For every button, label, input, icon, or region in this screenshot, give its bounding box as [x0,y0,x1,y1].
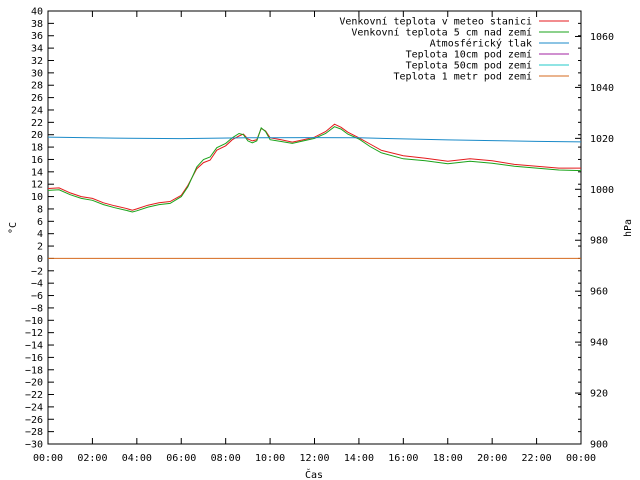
left-tick-label: −24 [25,402,43,413]
x-tick-label: 14:00 [344,453,374,464]
x-tick-label: 06:00 [166,453,196,464]
legend-label-5: Teplota 1 metr pod zemí [394,71,532,83]
left-tick-label: 6 [37,217,43,228]
left-tick-label: −30 [25,440,43,451]
x-tick-label: 08:00 [211,453,241,464]
left-tick-label: 2 [37,242,43,253]
right-tick-label: 960 [590,287,608,298]
left-tick-label: 40 [31,7,43,18]
left-tick-label: −26 [25,415,43,426]
right-tick-label: 1000 [590,185,614,196]
legend-label-0: Venkovní teplota v meteo stanici [339,16,532,28]
right-tick-label: 940 [590,338,608,349]
right-tick-label: 920 [590,389,608,400]
left-axis-ticks: −30−28−26−24−22−20−18−16−14−12−10−8−6−4−… [25,7,581,451]
x-tick-label: 12:00 [299,453,329,464]
left-tick-label: −8 [31,303,43,314]
left-tick-label: −14 [25,341,43,352]
x-tick-label: 00:00 [566,453,596,464]
left-tick-label: 12 [31,180,43,191]
legend-label-1: Venkovní teplota 5 cm nad zemí [351,27,532,39]
left-tick-label: 24 [31,105,43,116]
left-tick-label: −16 [25,353,43,364]
legend: Venkovní teplota v meteo staniciVenkovní… [339,16,569,83]
x-tick-label: 10:00 [255,453,285,464]
right-axis-ticks: 900 920 940 960 980 1000 1020 1040 1060 [575,32,614,451]
legend-label-3: Teplota 10cm pod zemí [406,49,532,61]
x-tick-label: 02:00 [77,453,107,464]
series-line-2 [47,136,582,143]
left-tick-label: −22 [25,390,43,401]
left-tick-label: 8 [37,204,43,215]
right-tick-label: 900 [590,440,608,451]
left-tick-label: 34 [31,44,43,55]
y-axis-label-left: °C [8,222,19,234]
right-tick-label: 980 [590,236,608,247]
right-tick-label: 1020 [590,134,614,145]
left-tick-label: 4 [37,229,43,240]
series-line-1 [47,126,582,213]
series-lines [47,123,582,259]
left-tick-label: −18 [25,365,43,376]
left-tick-label: 22 [31,118,43,129]
x-axis-label: Čas [305,468,323,480]
left-tick-label: 32 [31,56,43,67]
left-tick-label: −6 [31,291,43,302]
left-tick-label: 26 [31,93,43,104]
left-tick-label: −2 [31,266,43,277]
x-tick-label: 18:00 [433,453,463,464]
left-tick-label: −10 [25,316,43,327]
legend-label-2: Atmosférický tlak [430,38,532,50]
left-tick-label: −4 [31,279,43,290]
left-tick-label: 30 [31,68,43,79]
left-tick-label: 18 [31,143,43,154]
left-tick-label: 28 [31,81,43,92]
left-tick-label: −28 [25,427,43,438]
y-axis-label-right: hPa [623,219,634,237]
right-tick-label: 1040 [590,83,614,94]
left-tick-label: 0 [37,254,43,265]
left-tick-label: 38 [31,19,43,30]
right-tick-label: 1060 [590,32,614,43]
x-tick-label: 20:00 [477,453,507,464]
x-tick-label: 16:00 [388,453,418,464]
series-line-0 [47,123,581,211]
x-tick-label: 22:00 [522,453,552,464]
left-tick-label: 16 [31,155,43,166]
x-tick-label: 04:00 [122,453,152,464]
left-tick-label: 36 [31,31,43,42]
left-tick-label: −20 [25,378,43,389]
x-axis-ticks: 00:00 02:00 04:00 06:00 08:00 10:00 12:00 14:00… [33,11,596,464]
legend-label-4: Teplota 50cm pod zemí [406,60,532,72]
left-tick-label: 14 [31,167,43,178]
left-tick-label: −12 [25,328,43,339]
left-tick-label: 10 [31,192,43,203]
left-tick-label: 20 [31,130,43,141]
x-tick-label: 00:00 [33,453,63,464]
